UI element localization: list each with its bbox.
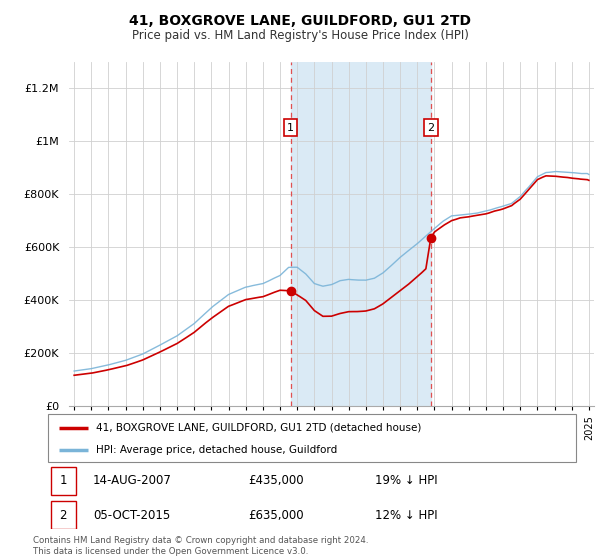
Text: HPI: Average price, detached house, Guildford: HPI: Average price, detached house, Guil… [95,445,337,455]
Text: 41, BOXGROVE LANE, GUILDFORD, GU1 2TD (detached house): 41, BOXGROVE LANE, GUILDFORD, GU1 2TD (d… [95,423,421,433]
Text: 41, BOXGROVE LANE, GUILDFORD, GU1 2TD: 41, BOXGROVE LANE, GUILDFORD, GU1 2TD [129,14,471,28]
Text: 05-OCT-2015: 05-OCT-2015 [93,508,170,521]
Text: 12% ↓ HPI: 12% ↓ HPI [376,508,438,521]
Text: £635,000: £635,000 [248,508,304,521]
Text: 2: 2 [427,123,434,133]
Text: 14-AUG-2007: 14-AUG-2007 [93,474,172,487]
Text: 19% ↓ HPI: 19% ↓ HPI [376,474,438,487]
Text: 1: 1 [59,474,67,487]
Bar [290,62,431,406]
Text: 2: 2 [59,508,67,521]
FancyBboxPatch shape [50,501,76,529]
FancyBboxPatch shape [50,466,76,495]
Text: £435,000: £435,000 [248,474,304,487]
Text: Price paid vs. HM Land Registry's House Price Index (HPI): Price paid vs. HM Land Registry's House … [131,29,469,42]
Text: 1: 1 [287,123,294,133]
Text: Contains HM Land Registry data © Crown copyright and database right 2024.
This d: Contains HM Land Registry data © Crown c… [33,536,368,556]
FancyBboxPatch shape [48,414,576,462]
